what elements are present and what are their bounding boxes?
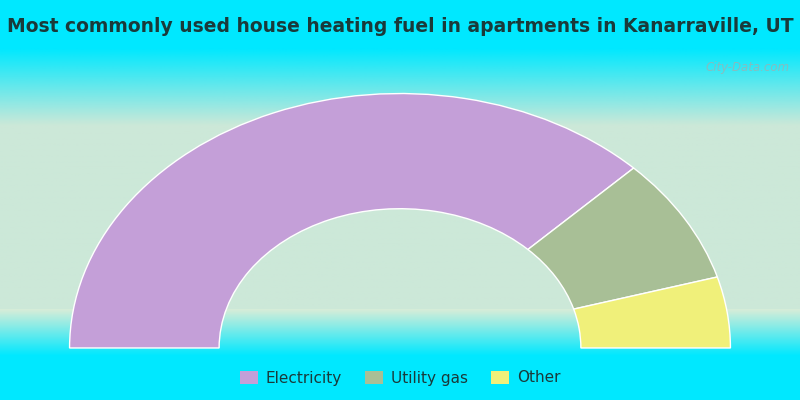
Wedge shape	[70, 94, 634, 348]
Text: Most commonly used house heating fuel in apartments in Kanarraville, UT: Most commonly used house heating fuel in…	[6, 17, 794, 36]
Legend: Electricity, Utility gas, Other: Electricity, Utility gas, Other	[234, 364, 566, 392]
Wedge shape	[574, 277, 730, 348]
Wedge shape	[528, 168, 718, 309]
Text: City-Data.com: City-Data.com	[706, 61, 790, 74]
